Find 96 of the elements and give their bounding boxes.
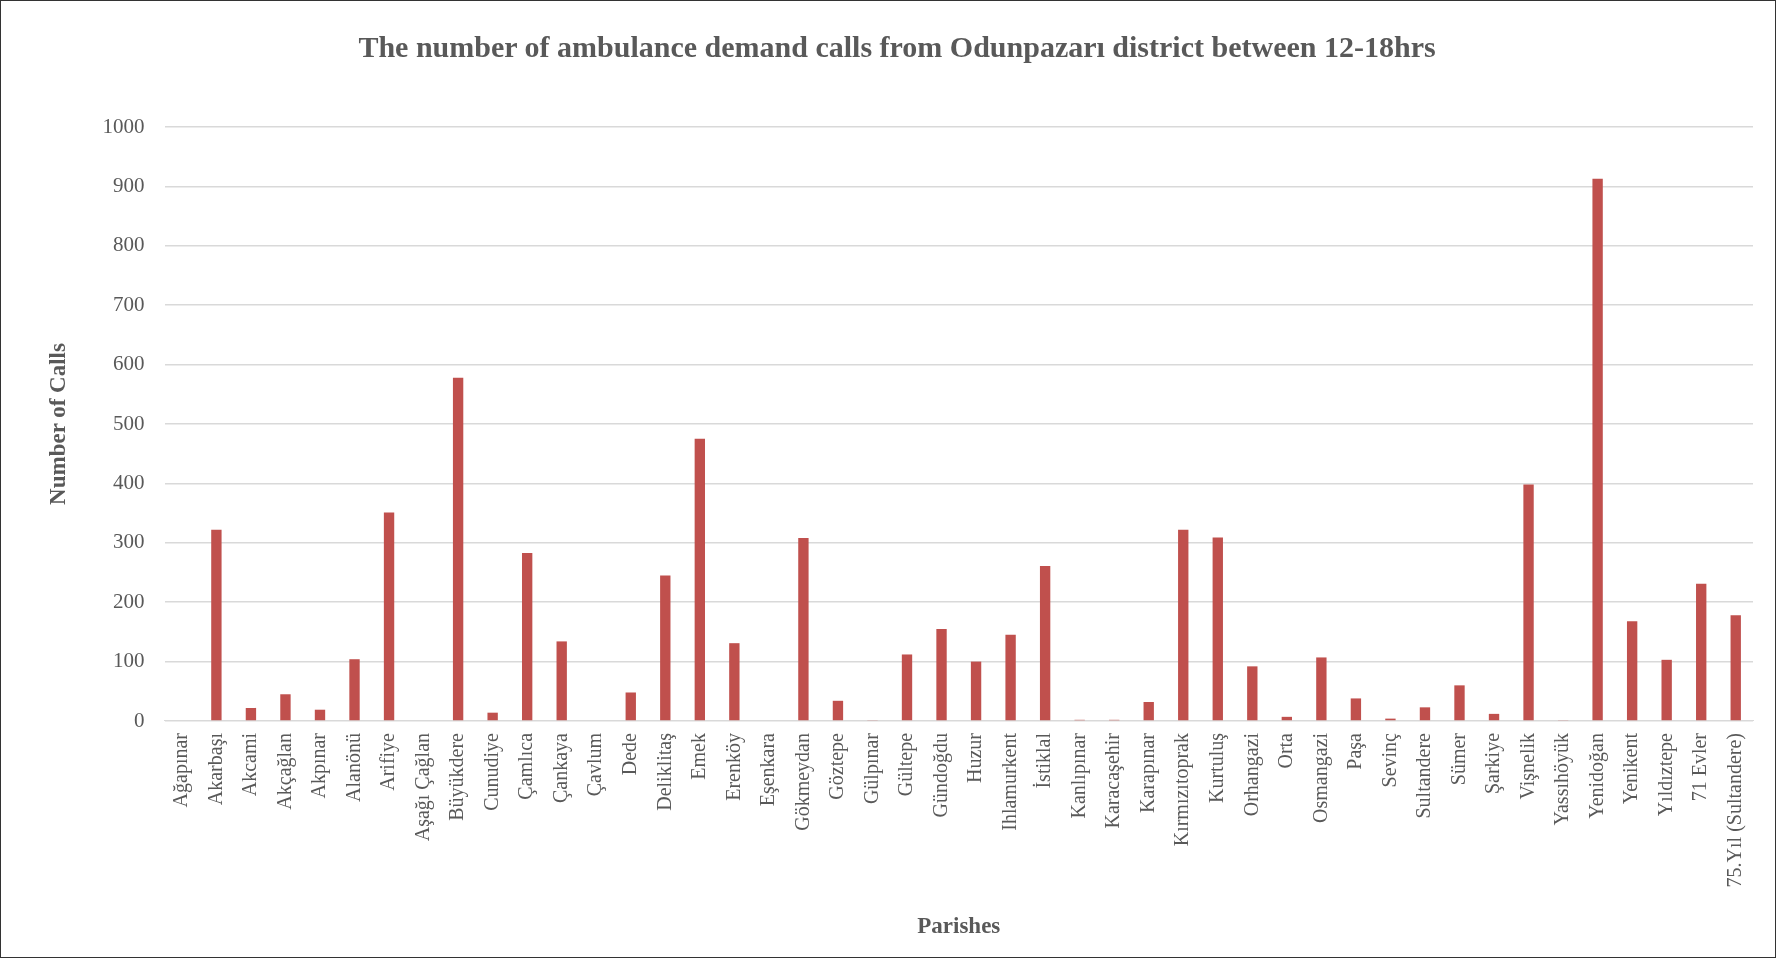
x-tick-label: Emek	[687, 733, 710, 780]
x-tick-label: Akarbaşı	[203, 732, 227, 806]
x-tick-label: Sultandere	[1412, 732, 1435, 819]
x-tick-label: Aşağı Çağlan	[410, 733, 434, 842]
x-tick-label: Arifiye	[376, 732, 400, 791]
bar	[1178, 529, 1189, 721]
bar	[660, 575, 671, 721]
bar	[832, 700, 844, 721]
x-tick-label: Vişnelik	[1515, 733, 1539, 800]
x-tick-label: Yassıhöyük	[1550, 733, 1574, 826]
x-tick-label: Erenköy	[721, 733, 745, 801]
bar	[452, 377, 464, 721]
y-tick-label: 800	[113, 232, 145, 257]
chart-title: The number of ambulance demand calls from Odunpazarı district between 12-18hrs	[358, 29, 1436, 63]
x-tick-label: Kırmızıtoprak	[1170, 733, 1194, 847]
bar	[1454, 685, 1465, 721]
x-tick-label: İstiklal	[1032, 732, 1055, 789]
bar	[936, 628, 947, 721]
bar	[487, 712, 498, 721]
x-tick-label: Ihlamurkent	[997, 732, 1020, 831]
bar	[1696, 583, 1707, 721]
x-tick-label: Yıldıztepe	[1653, 732, 1677, 817]
x-tick-label: Orta	[1274, 732, 1297, 769]
x-tick-label: Paşa	[1343, 732, 1367, 770]
y-axis-title: Number of Calls	[44, 343, 70, 505]
x-tick-label: Büyükdere	[445, 732, 469, 821]
y-tick-label: 300	[113, 529, 145, 554]
x-tick-label: Gökmeydan	[790, 733, 814, 831]
bar	[1661, 659, 1672, 721]
x-tick-label: Gültepe	[894, 732, 918, 797]
y-tick-label: 200	[113, 588, 145, 613]
x-tick-label: Akçağlan	[272, 733, 296, 810]
x-tick-label: Yenikent	[1619, 732, 1642, 805]
bar	[1592, 178, 1603, 721]
x-tick-label: Orhangazi	[1239, 732, 1263, 817]
x-tick-label: Kanlıpınar	[1066, 732, 1090, 819]
bar	[798, 538, 809, 721]
bar	[729, 643, 740, 721]
x-tick-label: 75.Yıl (Sultandere)	[1722, 733, 1746, 888]
bar	[1316, 657, 1327, 721]
x-tick-label: Ağapınar	[169, 732, 193, 808]
bar	[211, 529, 222, 721]
bar	[1419, 707, 1431, 721]
bar	[1212, 537, 1223, 721]
x-tick-label: Sümer	[1446, 732, 1469, 786]
y-tick-label: 1000	[102, 113, 145, 138]
x-tick-label: Göztepe	[825, 732, 849, 800]
bar	[1730, 615, 1741, 721]
bar	[1005, 634, 1016, 721]
x-tick-label: Eşenkara	[756, 732, 780, 807]
x-tick-label: Şarkiye	[1481, 732, 1505, 795]
bar	[901, 654, 913, 721]
bar	[280, 694, 291, 721]
x-tick-label: Karacaşehir	[1101, 732, 1125, 829]
x-tick-label: Osmangazi	[1308, 732, 1332, 823]
x-tick-label: Karapınar	[1135, 732, 1159, 813]
y-tick-label: 400	[113, 469, 145, 494]
bar	[1523, 484, 1534, 721]
bar	[349, 659, 360, 721]
x-tick-label: Cunudiye	[479, 732, 503, 811]
x-tick-label: Çamlıca	[514, 732, 538, 800]
x-tick-label: Yenidoğan	[1584, 733, 1608, 819]
bar	[245, 707, 257, 721]
x-tick-label: Akcami	[238, 732, 261, 797]
bar	[383, 512, 395, 721]
y-tick-label: 900	[113, 172, 145, 197]
x-tick-label: Çankaya	[548, 732, 572, 803]
y-tick-label: 500	[113, 410, 145, 435]
y-tick-label: 0	[134, 707, 145, 732]
x-tick-label: Sevinç	[1377, 732, 1401, 788]
x-tick-label: Gülpınar	[859, 732, 883, 805]
y-tick-label: 100	[113, 648, 145, 673]
bar	[970, 661, 982, 721]
x-tick-label: Gündoğdu	[928, 733, 952, 818]
x-tick-label: Alanönü	[341, 733, 364, 802]
x-tick-label: 71 Evler	[1688, 732, 1711, 802]
x-tick-label: Dede	[618, 732, 641, 776]
x-tick-label: Çavlum	[583, 732, 607, 797]
bar	[1143, 701, 1154, 721]
y-tick-label: 600	[113, 351, 145, 376]
bar	[556, 641, 567, 721]
bar	[694, 438, 705, 721]
bar	[625, 692, 636, 721]
x-tick-label: Huzur	[963, 732, 986, 783]
y-tick-label: 700	[113, 291, 145, 316]
x-tick-label: Deliklitaş	[652, 732, 676, 811]
bar	[314, 709, 326, 721]
x-tick-label: Akpınar	[307, 732, 331, 799]
x-tick-label: Kurtuluş	[1205, 732, 1229, 803]
bar	[1039, 565, 1051, 721]
bar	[521, 552, 533, 721]
bar	[1488, 713, 1500, 721]
bar	[1350, 698, 1362, 721]
bar	[1247, 666, 1258, 721]
x-axis-title: Parishes	[917, 913, 1001, 939]
bar	[1626, 621, 1638, 721]
